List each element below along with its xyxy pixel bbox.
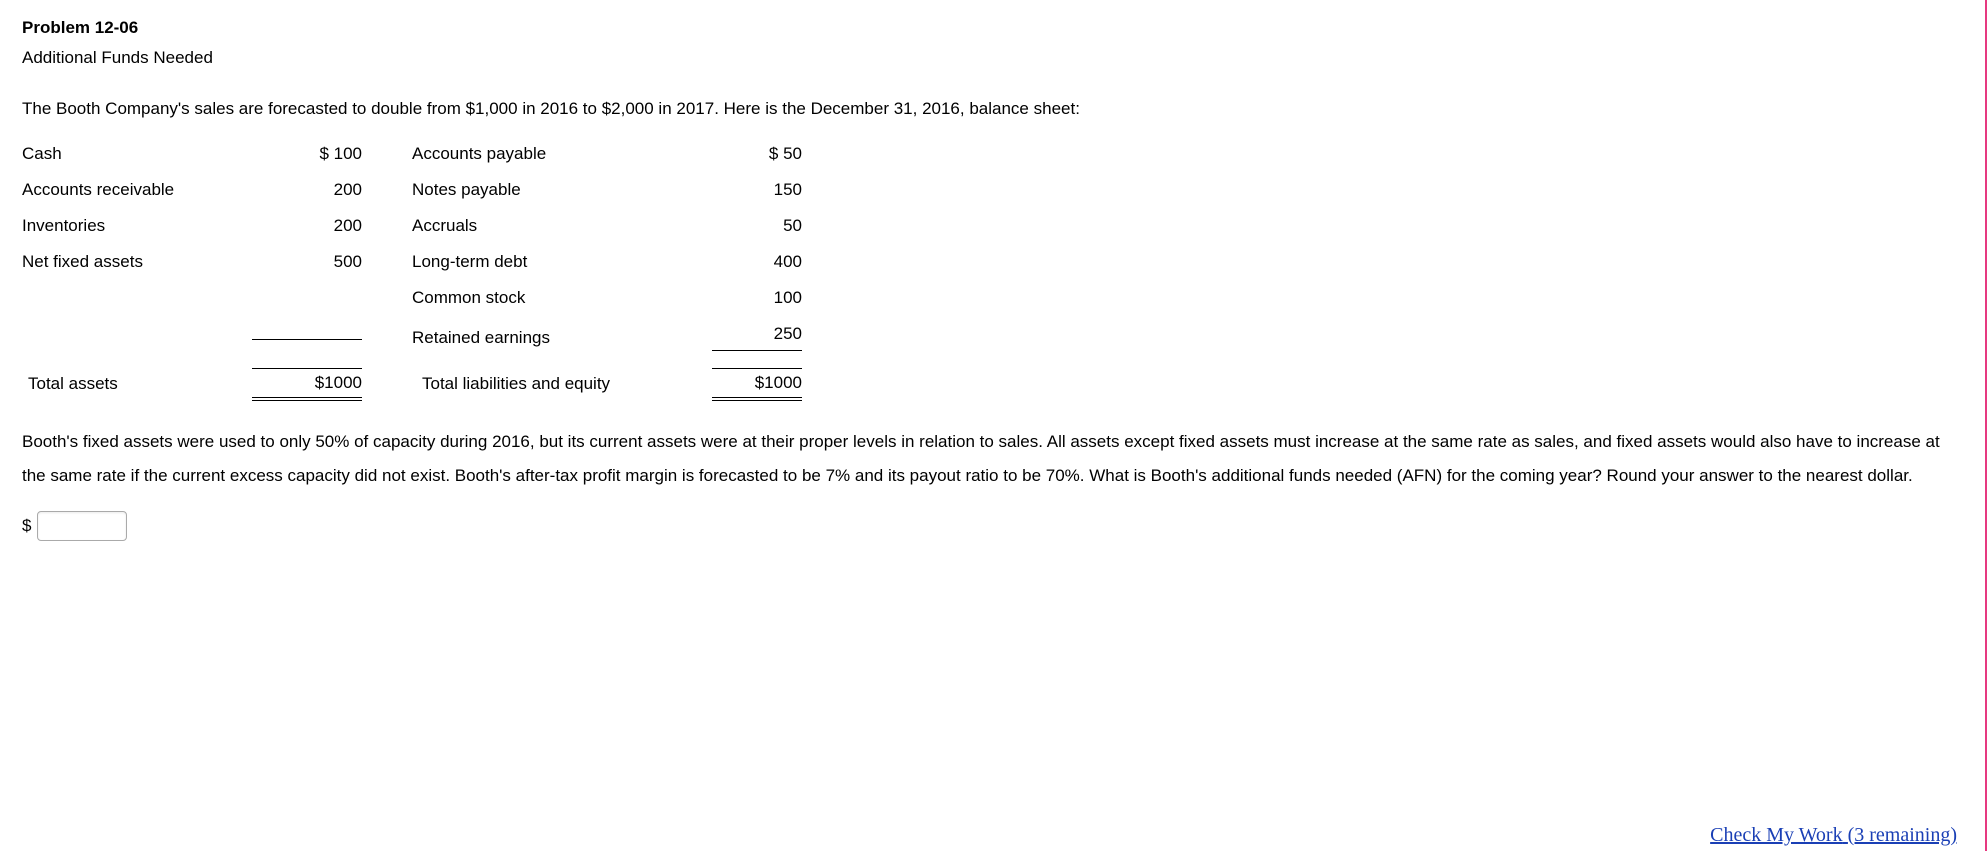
total-liab-value: $1000	[712, 368, 802, 401]
liab-value: 400	[712, 252, 802, 272]
currency-label: $	[22, 516, 31, 536]
asset-label: Accounts receivable	[22, 180, 252, 200]
check-label: Check My Work	[1710, 824, 1842, 846]
liab-value: 50	[712, 216, 802, 236]
asset-value: $ 100	[252, 144, 362, 164]
asset-value: 200	[252, 180, 362, 200]
total-liab-label: Total liabilities and equity	[412, 374, 712, 394]
asset-label: Net fixed assets	[22, 252, 252, 272]
liab-value: 100	[712, 288, 802, 308]
asset-label: Inventories	[22, 216, 252, 236]
problem-page: Problem 12-06 Additional Funds Needed Th…	[0, 0, 1987, 851]
liab-label: Retained earnings	[412, 328, 712, 348]
liab-label: Long-term debt	[412, 252, 712, 272]
answer-input[interactable]	[37, 511, 127, 541]
rule-line	[712, 350, 802, 352]
liab-value: 250	[712, 324, 802, 352]
liab-label: Common stock	[412, 288, 712, 308]
total-assets-value: $1000	[252, 368, 362, 401]
problem-number: Problem 12-06	[22, 18, 1963, 38]
asset-value: 200	[252, 216, 362, 236]
problem-body: Booth's fixed assets were used to only 5…	[22, 425, 1963, 493]
liab-label: Accruals	[412, 216, 712, 236]
liab-value: $ 50	[712, 144, 802, 164]
rule-line	[252, 339, 362, 341]
asset-label: Cash	[22, 144, 252, 164]
problem-intro: The Booth Company's sales are forecasted…	[22, 96, 1963, 122]
check-my-work-link[interactable]: Check My Work (3 remaining)	[1710, 824, 1957, 847]
answer-row: $	[22, 511, 1963, 541]
liab-label: Accounts payable	[412, 144, 712, 164]
liab-label: Notes payable	[412, 180, 712, 200]
liab-value: 150	[712, 180, 802, 200]
asset-value: 500	[252, 252, 362, 272]
total-assets-label: Total assets	[22, 374, 252, 394]
check-remaining: (3 remaining)	[1848, 824, 1957, 846]
problem-subtitle: Additional Funds Needed	[22, 48, 1963, 68]
balance-sheet-table: Cash $ 100 Accounts payable $ 50 Account…	[22, 144, 1963, 401]
